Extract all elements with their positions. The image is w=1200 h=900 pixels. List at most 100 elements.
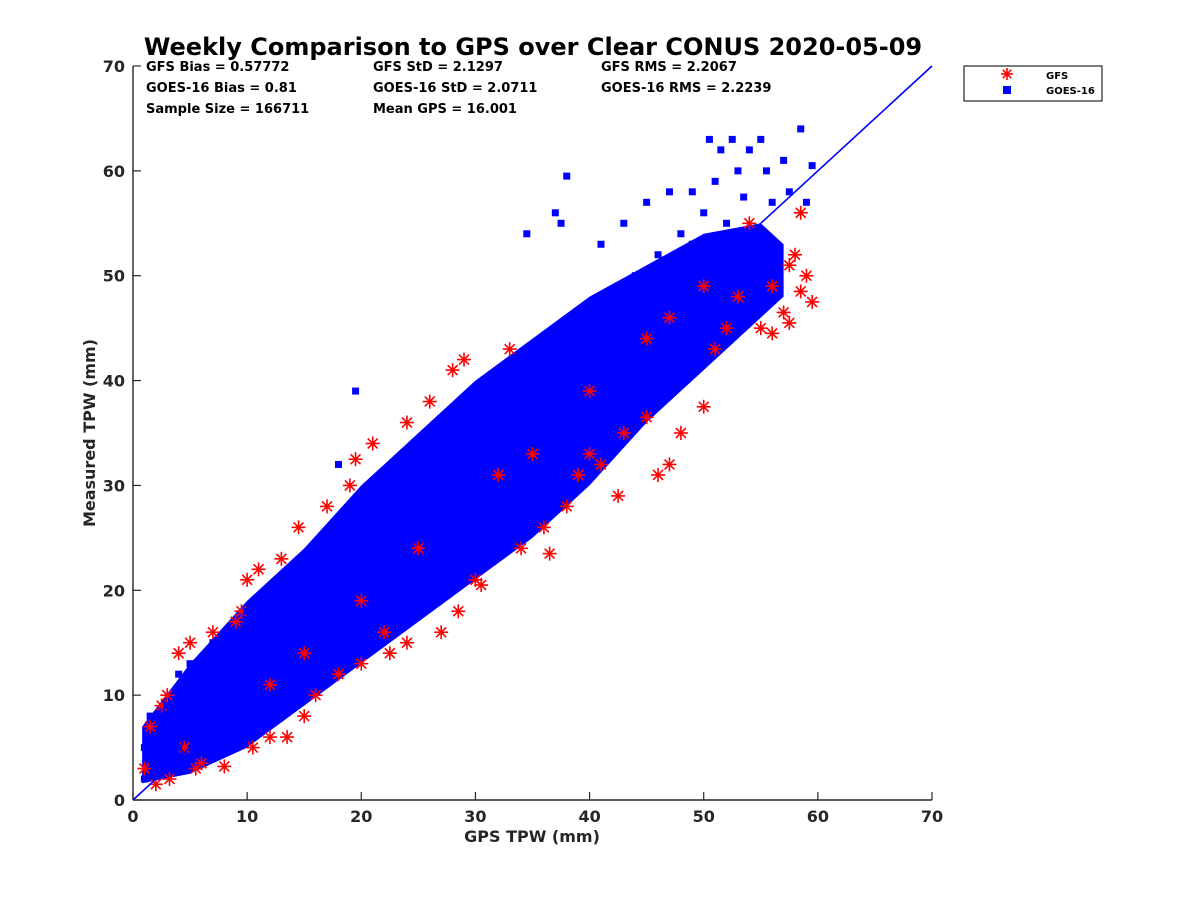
goes-16-point: [734, 167, 742, 175]
y-tick-label: 40: [103, 372, 125, 391]
goes-16-point: [711, 177, 719, 185]
goes-16-point: [620, 219, 628, 227]
gfs-point: [708, 342, 723, 357]
goes-16-point: [597, 240, 605, 248]
gfs-point: [194, 756, 209, 771]
goes-16-point: [334, 586, 342, 594]
gfs-point: [162, 772, 177, 787]
goes-16-point: [677, 230, 685, 238]
goes-16-point: [802, 198, 810, 206]
y-ticks: 0 10 20 30 40 50 60 70: [103, 57, 141, 810]
goes-16-point: [523, 230, 531, 238]
goes-16-point: [643, 293, 651, 301]
gfs-point: [422, 394, 437, 409]
goes-16-point: [529, 377, 536, 385]
gfs-point: [262, 677, 277, 692]
gfs-point: [593, 457, 608, 472]
goes-16-point: [277, 628, 285, 636]
goes-16-point: [740, 193, 748, 201]
goes-16-point: [312, 618, 320, 626]
goes-16-point: [540, 439, 548, 447]
gfs-point: [662, 310, 677, 325]
goes-16-point: [665, 188, 673, 196]
axes: 0 10 20 30 40 50 60 70 0 10 20 30 40 50 60 70: [103, 57, 943, 826]
goes-16-point: [334, 460, 342, 468]
gfs-point: [354, 593, 369, 608]
gfs-point: [793, 284, 808, 299]
goes-16-point: [140, 775, 148, 783]
goes-16-point: [643, 198, 651, 206]
gfs-point: [445, 363, 460, 378]
goes-16-point: [220, 681, 228, 689]
gfs-series: [137, 205, 820, 792]
gfs-point: [240, 572, 255, 587]
goes-16-density-band: [142, 223, 784, 784]
x-tick-label: 60: [807, 807, 829, 826]
goes-rms-text: GOES-16 RMS = 2.2239: [601, 81, 771, 96]
x-tick-label: 10: [236, 807, 258, 826]
goes-16-point: [768, 198, 776, 206]
goes-16-point: [158, 723, 166, 731]
goes-16-point: [312, 639, 320, 647]
goes-16-point: [780, 156, 788, 164]
gfs-point: [399, 635, 414, 650]
legend-gfs-asterisk: [1001, 68, 1013, 80]
goes-16-point: [437, 460, 445, 468]
gfs-point: [542, 546, 557, 561]
goes-16-point: [197, 702, 205, 710]
gfs-point: [308, 688, 323, 703]
gfs-point: [297, 709, 312, 724]
gfs-bias-text: GFS Bias = 0.57772: [146, 60, 289, 75]
gfs-point: [342, 478, 357, 493]
y-tick-label: 10: [103, 686, 125, 705]
goes-16-point: [369, 534, 377, 542]
goes-16-point: [140, 744, 148, 752]
gfs-point: [765, 326, 780, 341]
goes-16-point: [506, 398, 514, 406]
gfs-point: [205, 625, 220, 640]
goes-16-point: [460, 439, 468, 447]
goes-16-point: [323, 576, 331, 584]
gfs-point: [245, 740, 260, 755]
goes-16-point: [449, 471, 457, 479]
gfs-point: [434, 625, 449, 640]
gfs-point: [274, 551, 289, 566]
plot-area: [132, 65, 933, 801]
legend-gfs-marker: [1001, 68, 1013, 80]
goes-16-point: [563, 172, 571, 180]
goes-16-point: [688, 188, 696, 196]
goes-16-point: [631, 366, 639, 374]
gfs-point: [251, 562, 266, 577]
gfs-point: [639, 410, 654, 425]
gfs-point: [571, 467, 586, 482]
gfs-point: [348, 452, 363, 467]
goes-16-point: [289, 639, 297, 647]
goes-std-text: GOES-16 StD = 2.0711: [373, 81, 537, 96]
gfs-point: [799, 268, 814, 283]
gfs-point: [143, 719, 158, 734]
x-tick-label: 20: [350, 807, 372, 826]
gfs-point: [291, 520, 306, 535]
gfs-point: [611, 488, 626, 503]
goes-16-point: [563, 356, 571, 364]
gfs-point: [382, 646, 397, 661]
goes-16-point: [723, 303, 731, 311]
goes-16-point: [631, 272, 639, 280]
gfs-point: [457, 352, 472, 367]
gfs-point: [753, 321, 768, 336]
gfs-point: [696, 279, 711, 294]
x-tick-label: 40: [578, 807, 600, 826]
gfs-point: [582, 384, 597, 399]
goes-16-point: [483, 419, 491, 427]
goes-16-point: [700, 209, 708, 217]
goes-16-point: [471, 492, 479, 500]
y-tick-label: 0: [114, 791, 125, 810]
gfs-rms-text: GFS RMS = 2.2067: [601, 60, 737, 75]
goes-16-point: [163, 702, 171, 710]
gfs-point: [137, 761, 152, 776]
goes-16-point: [300, 607, 308, 615]
gfs-point: [639, 331, 654, 346]
gfs-point: [514, 541, 529, 556]
goes-16-point: [146, 712, 154, 720]
